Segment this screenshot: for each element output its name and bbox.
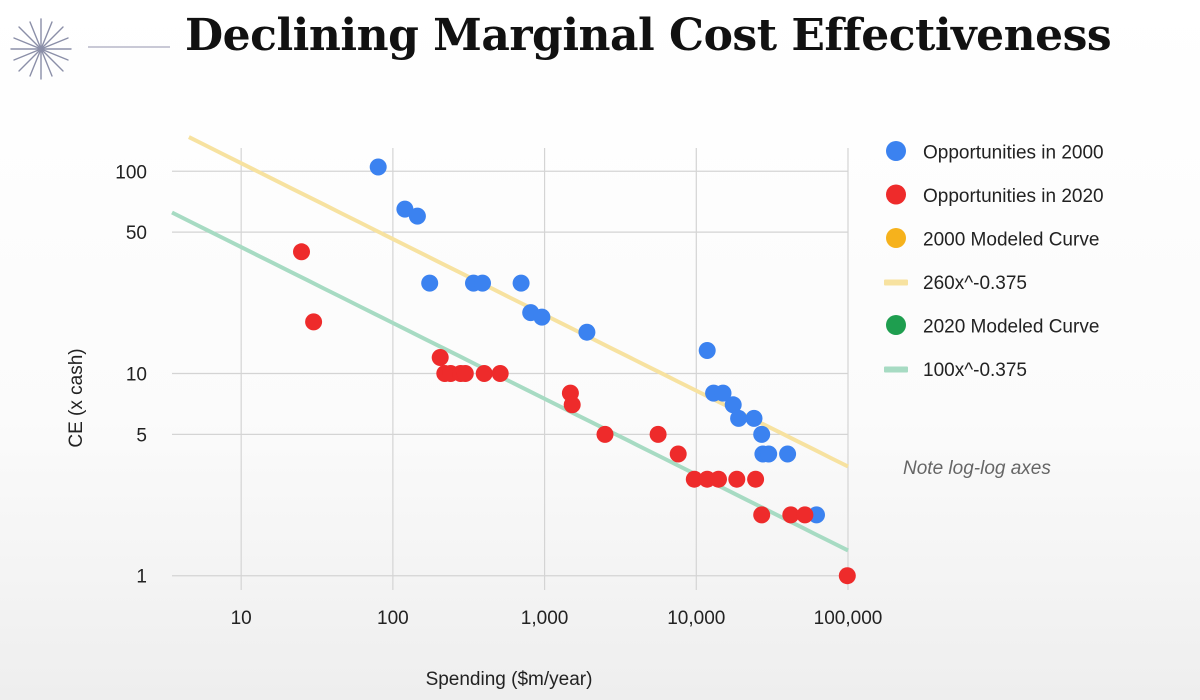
y-tick-label: 50 — [126, 223, 147, 244]
x-tick-label: 10,000 — [667, 608, 725, 629]
legend-marker-dot — [886, 184, 906, 205]
legend-label: Opportunities in 2000 — [923, 143, 1104, 164]
point-2020 — [293, 243, 310, 261]
point-2000 — [512, 274, 530, 292]
point-2020 — [491, 365, 509, 382]
point-2000 — [730, 409, 748, 427]
x-tick-label: 100 — [377, 608, 409, 629]
point-2020 — [747, 470, 765, 488]
point-2000 — [533, 308, 551, 326]
legend-label: 260x^-0.375 — [923, 273, 1027, 294]
point-2000 — [369, 158, 387, 176]
log-axes-note: Note log-log axes — [903, 458, 1051, 479]
point-2020 — [669, 445, 687, 463]
point-2020 — [563, 396, 581, 414]
data-points — [293, 158, 856, 585]
x-tick-label: 100,000 — [814, 608, 883, 629]
point-2000 — [724, 396, 742, 414]
x-tick-label: 1,000 — [521, 608, 569, 629]
point-2020 — [596, 425, 614, 443]
x-axis-label: Spending ($m/year) — [426, 669, 593, 690]
legend-marker-line — [884, 366, 908, 373]
point-2020 — [431, 349, 449, 366]
point-2020 — [475, 365, 493, 382]
legend-marker-dot — [886, 141, 906, 161]
curve-100x--0-375 — [171, 210, 849, 553]
y-axis-label: CE (x cash) — [66, 348, 87, 447]
point-2020 — [649, 425, 667, 443]
point-2000 — [578, 323, 596, 341]
chart-grid — [172, 148, 849, 590]
point-2000 — [421, 274, 439, 292]
point-2020 — [753, 506, 771, 524]
legend-label: Opportunities in 2020 — [923, 186, 1104, 207]
point-2000 — [698, 342, 716, 359]
legend-label: 100x^-0.375 — [923, 360, 1027, 381]
point-2000 — [779, 445, 797, 463]
legend-label: 2000 Modeled Curve — [923, 230, 1099, 251]
y-tick-label: 5 — [136, 425, 147, 446]
legend-label: 2020 Modeled Curve — [923, 317, 1099, 338]
point-2000 — [760, 445, 778, 463]
point-2020 — [728, 470, 746, 488]
x-tick-label: 10 — [231, 608, 252, 629]
title-divider — [88, 46, 170, 48]
point-2000 — [753, 425, 771, 443]
point-2020 — [685, 470, 703, 488]
point-2020 — [796, 506, 814, 524]
y-tick-label: 10 — [126, 365, 147, 386]
point-2020 — [305, 313, 323, 331]
point-2000 — [714, 384, 732, 402]
point-2020 — [782, 506, 800, 524]
point-2020 — [838, 567, 856, 585]
point-2000 — [408, 207, 426, 225]
point-2000 — [474, 274, 491, 292]
point-2020 — [710, 470, 727, 488]
legend: Opportunities in 2000 Opportunities in 20… — [884, 141, 1104, 381]
point-2000 — [396, 200, 414, 218]
y-tick-label: 100 — [115, 162, 147, 183]
legend-marker-dot — [886, 315, 906, 335]
page-title: Declining Marginal Cost Effectiveness — [185, 10, 1112, 61]
point-2000 — [745, 409, 763, 427]
y-tick-label: 1 — [136, 567, 147, 588]
point-2020 — [456, 365, 474, 382]
axis-ticks: 10 100 1,000 10,000 100,000 1 5 10 50 100 — [115, 162, 882, 629]
legend-marker-line — [884, 279, 908, 286]
model-curves — [171, 135, 849, 553]
sparkle-logo-icon — [10, 18, 72, 80]
legend-marker-dot — [886, 228, 906, 248]
